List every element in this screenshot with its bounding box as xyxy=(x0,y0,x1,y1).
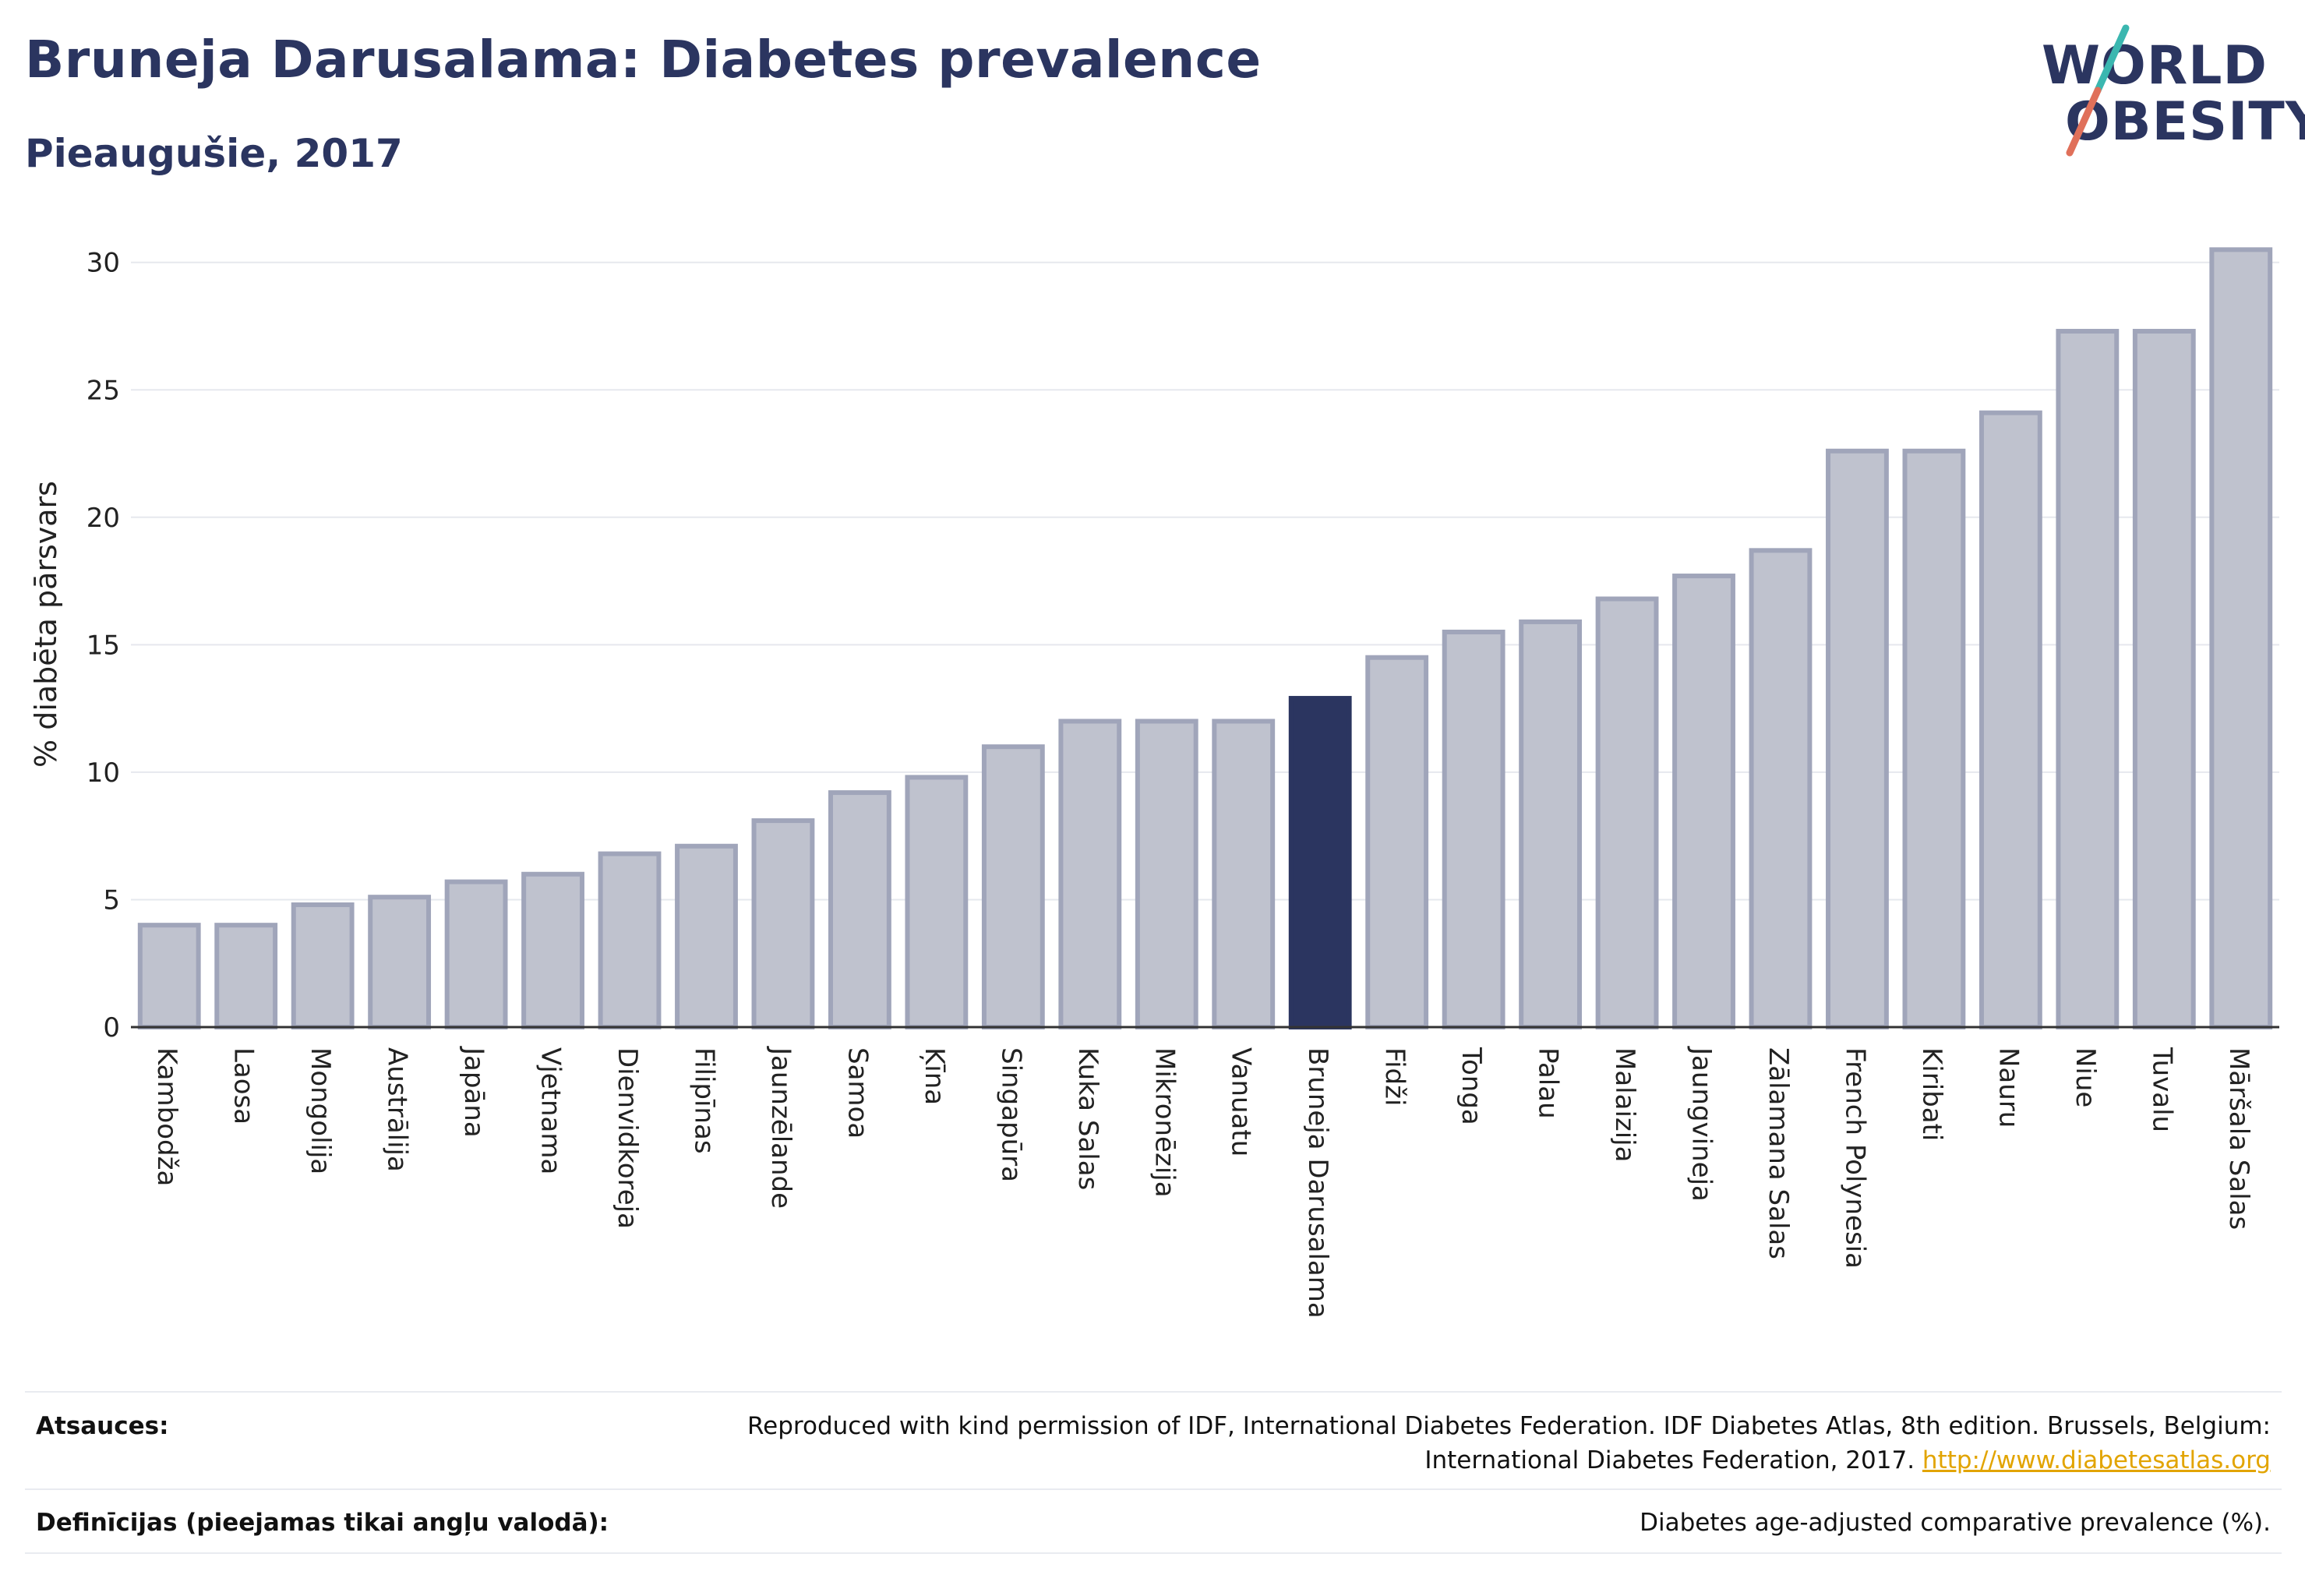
x-tick-label-niue: Niue xyxy=(2070,1047,2101,1107)
x-tick-label-kambodža: Kambodža xyxy=(151,1047,182,1186)
x-tick-label-mikronēzija: Mikronēzija xyxy=(1149,1047,1180,1198)
world-obesity-logo[interactable]: WORLD OBESITY xyxy=(2034,23,2305,164)
x-tick-label-zālamana-salas: Zālamana Salas xyxy=(1763,1047,1794,1259)
x-tick-label-kuka-salas: Kuka Salas xyxy=(1072,1047,1103,1190)
definitions-value: Diabetes age-adjusted comparative preval… xyxy=(1640,1509,2271,1537)
y-tick-label-5: 5 xyxy=(103,885,120,916)
bar-japāna[interactable] xyxy=(444,879,508,1029)
chart-subtitle: Pieaugušie, 2017 xyxy=(25,131,403,176)
logo-slash-icon xyxy=(2066,24,2130,157)
definitions-row: Definīcijas (pieejamas tikai angļu valod… xyxy=(25,1509,2282,1548)
x-tick-label-tonga: Tonga xyxy=(1456,1047,1487,1125)
y-tick-label-20: 20 xyxy=(86,503,120,534)
x-tick-label-french-polynesia: French Polynesia xyxy=(1839,1047,1870,1269)
x-tick-label-ķīna: Ķīna xyxy=(919,1047,950,1105)
bar-kiribati[interactable] xyxy=(1902,448,1966,1029)
bar-malaizija[interactable] xyxy=(1595,596,1659,1029)
bar-chart: 0 5 10 15 20 25 30 Kambodža Laosa Mongolija Austr… xyxy=(29,247,2279,1319)
y-axis-label: % diabēta pārsvars xyxy=(29,481,63,768)
y-tick-label-0: 0 xyxy=(103,1012,120,1043)
logo-text-line1: WORLD xyxy=(2042,35,2268,97)
footer-divider-top xyxy=(25,1391,2282,1393)
bar-palau[interactable] xyxy=(1519,619,1583,1029)
bar-laosa[interactable] xyxy=(214,923,278,1029)
logo-text-line2: OBESITY xyxy=(2065,91,2305,153)
sources-line2: International Diabetes Federation, 2017. xyxy=(1424,1446,1915,1474)
y-tick-labels: 0 5 10 15 20 25 30 xyxy=(86,248,120,1043)
bar-dienvidkoreja[interactable] xyxy=(598,851,662,1030)
bar-niue[interactable] xyxy=(2056,329,2120,1029)
y-tick-label-25: 25 xyxy=(86,375,120,406)
footer-divider-middle xyxy=(25,1488,2282,1490)
x-tick-label-vanuatu: Vanuatu xyxy=(1226,1047,1257,1156)
x-tick-label-jaungvineja: Jaungvineja xyxy=(1686,1046,1717,1202)
footer-divider-bottom xyxy=(25,1552,2282,1554)
x-tick-label-samoa: Samoa xyxy=(842,1047,873,1139)
y-tick-label-15: 15 xyxy=(86,630,120,661)
sources-link[interactable]: http://www.diabetesatlas.org xyxy=(1922,1446,2271,1474)
bar-kuka-salas[interactable] xyxy=(1058,719,1122,1030)
definitions-label: Definīcijas (pieejamas tikai angļu valod… xyxy=(36,1509,609,1537)
x-tick-label-palau: Palau xyxy=(1533,1047,1564,1119)
bar-austrālija[interactable] xyxy=(368,895,432,1030)
bar-mikronēzija[interactable] xyxy=(1135,719,1198,1030)
bar-french-polynesia[interactable] xyxy=(1826,448,1889,1029)
sources-label: Atsauces: xyxy=(36,1412,169,1440)
x-tick-label-laosa: Laosa xyxy=(228,1047,259,1125)
bar-bruneja-darusalama[interactable] xyxy=(1288,696,1352,1029)
y-tick-label-30: 30 xyxy=(86,248,120,279)
bar-kambodža[interactable] xyxy=(137,923,201,1029)
bar-vanuatu[interactable] xyxy=(1212,719,1276,1030)
bar-samoa[interactable] xyxy=(828,790,891,1030)
x-tick-label-tuvalu: Tuvalu xyxy=(2146,1047,2177,1132)
x-tick-label-fidži: Fidži xyxy=(1379,1047,1410,1106)
bar-singapūra[interactable] xyxy=(981,744,1045,1029)
x-tick-label-vjetnama: Vjetnama xyxy=(535,1047,567,1174)
sources-row: Atsauces: Reproduced with kind permissio… xyxy=(25,1409,2282,1495)
bar-mongolija[interactable] xyxy=(291,902,355,1029)
chart-title: Bruneja Darusalama: Diabetes prevalence xyxy=(25,30,1262,90)
x-tick-label-māršala-salas: Māršala Salas xyxy=(2223,1047,2254,1230)
x-tick-label-malaizija: Malaizija xyxy=(1609,1047,1640,1162)
x-tick-label-mongolija: Mongolija xyxy=(305,1047,336,1174)
bar-tuvalu[interactable] xyxy=(2132,329,2196,1029)
y-tick-label-10: 10 xyxy=(86,757,120,789)
bar-fidži[interactable] xyxy=(1365,655,1429,1029)
sources-text: Reproduced with kind permission of IDF, … xyxy=(747,1409,2271,1478)
x-tick-label-austrālija: Austrālija xyxy=(382,1047,413,1172)
bar-jaunzēlande[interactable] xyxy=(751,818,815,1030)
logo-slash-top xyxy=(2094,24,2130,94)
x-tick-label-filipīnas: Filipīnas xyxy=(688,1047,719,1154)
x-tick-label-kiribati: Kiribati xyxy=(1916,1047,1947,1141)
logo-slash-bottom xyxy=(2066,87,2102,157)
bar-ķīna[interactable] xyxy=(905,775,969,1030)
x-tick-label-bruneja-darusalama: Bruneja Darusalama xyxy=(1302,1047,1333,1319)
bar-māršala-salas[interactable] xyxy=(2209,247,2273,1029)
x-tick-label-nauru: Nauru xyxy=(1993,1047,2024,1128)
x-tick-label-dienvidkoreja: Dienvidkoreja xyxy=(612,1047,643,1229)
x-tick-labels: Kambodža Laosa Mongolija Austrālija Japāna Vj… xyxy=(151,1046,2254,1319)
bar-jaungvineja[interactable] xyxy=(1672,574,1735,1029)
bar-filipīnas[interactable] xyxy=(675,843,738,1029)
x-tick-label-jaunzēlande: Jaunzēlande xyxy=(765,1046,796,1209)
x-tick-label-singapūra: Singapūra xyxy=(995,1047,1026,1182)
bars xyxy=(137,247,2273,1030)
bar-tonga[interactable] xyxy=(1442,630,1505,1029)
bar-vjetnama[interactable] xyxy=(521,871,584,1030)
sources-line1: Reproduced with kind permission of IDF, … xyxy=(747,1412,2271,1440)
x-tick-label-japāna: Japāna xyxy=(458,1046,489,1138)
bar-zālamana-salas[interactable] xyxy=(1749,548,1813,1029)
bar-nauru[interactable] xyxy=(1978,410,2042,1029)
